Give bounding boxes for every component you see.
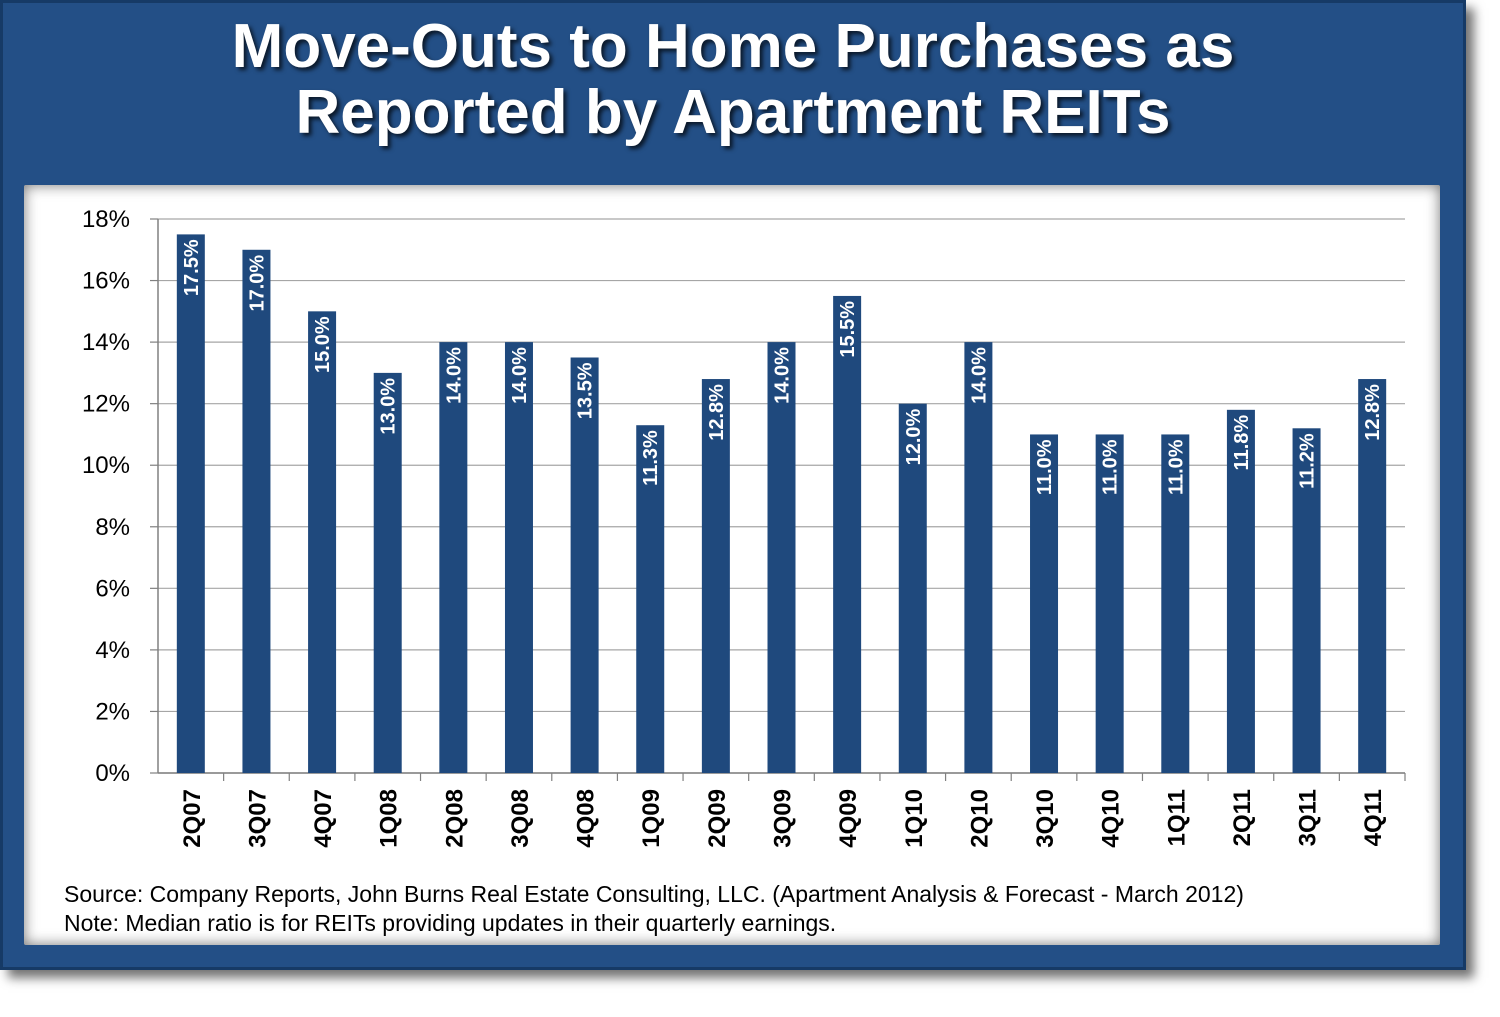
x-category-label: 3Q08 xyxy=(507,789,534,848)
x-category-label: 1Q09 xyxy=(638,789,665,848)
y-tick-label: 0% xyxy=(95,760,130,787)
bar-value-label: 15.5% xyxy=(837,301,859,358)
bar-value-label: 13.5% xyxy=(575,362,597,419)
x-category-label: 4Q08 xyxy=(573,789,600,848)
bar xyxy=(242,249,271,773)
bar xyxy=(439,342,468,773)
title-line-2: Reported by Apartment REITs xyxy=(295,78,1171,147)
bar xyxy=(504,342,533,773)
bar xyxy=(1358,379,1387,773)
x-category-label: 4Q10 xyxy=(1098,789,1125,848)
bar-value-label: 12.0% xyxy=(903,408,925,465)
bar xyxy=(767,342,796,773)
y-tick-label: 4% xyxy=(95,637,130,664)
x-category-label: 1Q11 xyxy=(1163,789,1190,846)
bar-value-label: 14.0% xyxy=(968,347,990,404)
y-tick-label: 10% xyxy=(82,452,130,479)
bar-value-label: 12.8% xyxy=(1362,384,1384,441)
bar xyxy=(1161,434,1190,773)
bar-value-label: 11.2% xyxy=(1297,433,1319,489)
bar-value-label: 15.0% xyxy=(312,316,334,373)
x-category-label: 1Q08 xyxy=(376,789,403,848)
bar-value-label: 13.0% xyxy=(378,378,400,435)
y-tick-label: 14% xyxy=(82,329,130,356)
x-category-label: 3Q09 xyxy=(770,789,797,848)
bar xyxy=(1095,434,1124,773)
bar xyxy=(373,372,402,773)
bar-value-label: 14.0% xyxy=(509,347,531,404)
source-note: Source: Company Reports, John Burns Real… xyxy=(64,881,1244,907)
bar-value-label: 11.0% xyxy=(1034,439,1056,495)
bar xyxy=(1226,409,1255,773)
bar-value-label: 11.0% xyxy=(1165,439,1187,495)
x-category-label: 4Q11 xyxy=(1360,789,1387,846)
bar xyxy=(570,357,599,773)
x-category-label: 2Q11 xyxy=(1229,789,1256,846)
footnote: Source: Company Reports, John Burns Real… xyxy=(64,880,1244,938)
bar xyxy=(833,295,862,773)
bar-value-label: 17.5% xyxy=(181,239,203,296)
x-category-label: 4Q09 xyxy=(835,789,862,848)
bar xyxy=(898,403,927,773)
y-tick-label: 18% xyxy=(82,206,130,233)
bar xyxy=(964,342,993,773)
bar-value-label: 11.0% xyxy=(1100,439,1122,495)
x-category-label: 2Q09 xyxy=(704,789,731,848)
x-category-label: 2Q08 xyxy=(441,789,468,848)
bar-value-label: 17.0% xyxy=(246,255,268,312)
y-tick-label: 6% xyxy=(95,575,130,602)
bar xyxy=(701,379,730,773)
median-note: Note: Median ratio is for REITs providin… xyxy=(64,910,837,936)
chart-title: Move-Outs to Home Purchases as Reported … xyxy=(0,14,1466,146)
bar xyxy=(636,425,665,773)
bar-value-label: 11.3% xyxy=(640,430,662,486)
bar xyxy=(1292,428,1321,773)
bar-value-label: 14.0% xyxy=(443,347,465,404)
y-tick-label: 12% xyxy=(82,391,130,418)
bar xyxy=(1030,434,1059,773)
bar xyxy=(176,234,205,773)
x-category-label: 1Q10 xyxy=(901,789,928,848)
x-category-label: 3Q10 xyxy=(1032,789,1059,848)
bar-value-label: 12.8% xyxy=(706,384,728,441)
x-category-label: 4Q07 xyxy=(310,789,337,848)
x-category-label: 3Q07 xyxy=(244,789,271,848)
y-tick-label: 16% xyxy=(82,268,130,295)
bar-value-label: 11.8% xyxy=(1231,415,1253,471)
x-category-label: 2Q07 xyxy=(179,789,206,848)
bar-value-label: 14.0% xyxy=(772,347,794,404)
x-category-label: 2Q10 xyxy=(966,789,993,848)
y-tick-label: 2% xyxy=(95,698,130,725)
x-category-label: 3Q11 xyxy=(1295,789,1322,846)
bar xyxy=(308,311,337,773)
title-line-1: Move-Outs to Home Purchases as xyxy=(231,12,1235,81)
y-tick-label: 8% xyxy=(95,514,130,541)
